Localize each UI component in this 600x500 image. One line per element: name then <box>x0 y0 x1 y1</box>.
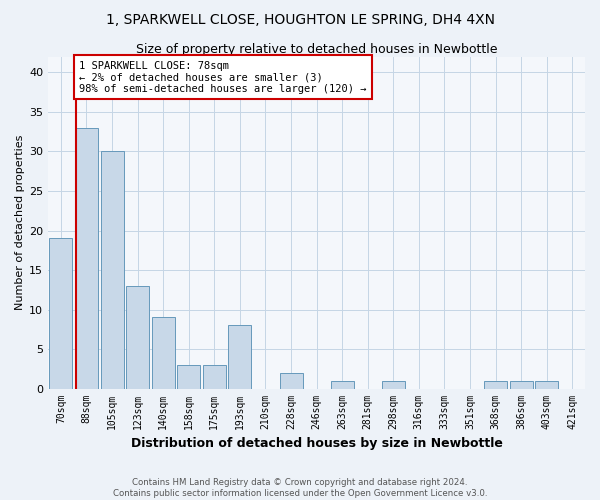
Text: 1 SPARKWELL CLOSE: 78sqm
← 2% of detached houses are smaller (3)
98% of semi-det: 1 SPARKWELL CLOSE: 78sqm ← 2% of detache… <box>79 60 367 94</box>
Bar <box>331 380 353 388</box>
Bar <box>152 318 175 388</box>
Bar <box>126 286 149 388</box>
Bar <box>49 238 73 388</box>
Bar <box>509 380 533 388</box>
Bar <box>203 365 226 388</box>
Bar <box>280 373 302 388</box>
Bar <box>535 380 558 388</box>
X-axis label: Distribution of detached houses by size in Newbottle: Distribution of detached houses by size … <box>131 437 503 450</box>
Bar <box>484 380 507 388</box>
Bar <box>229 326 251 388</box>
Text: Contains HM Land Registry data © Crown copyright and database right 2024.
Contai: Contains HM Land Registry data © Crown c… <box>113 478 487 498</box>
Y-axis label: Number of detached properties: Number of detached properties <box>15 135 25 310</box>
Bar <box>177 365 200 388</box>
Text: 1, SPARKWELL CLOSE, HOUGHTON LE SPRING, DH4 4XN: 1, SPARKWELL CLOSE, HOUGHTON LE SPRING, … <box>106 12 494 26</box>
Bar <box>75 128 98 388</box>
Title: Size of property relative to detached houses in Newbottle: Size of property relative to detached ho… <box>136 42 497 56</box>
Bar <box>382 380 405 388</box>
Bar <box>101 152 124 388</box>
